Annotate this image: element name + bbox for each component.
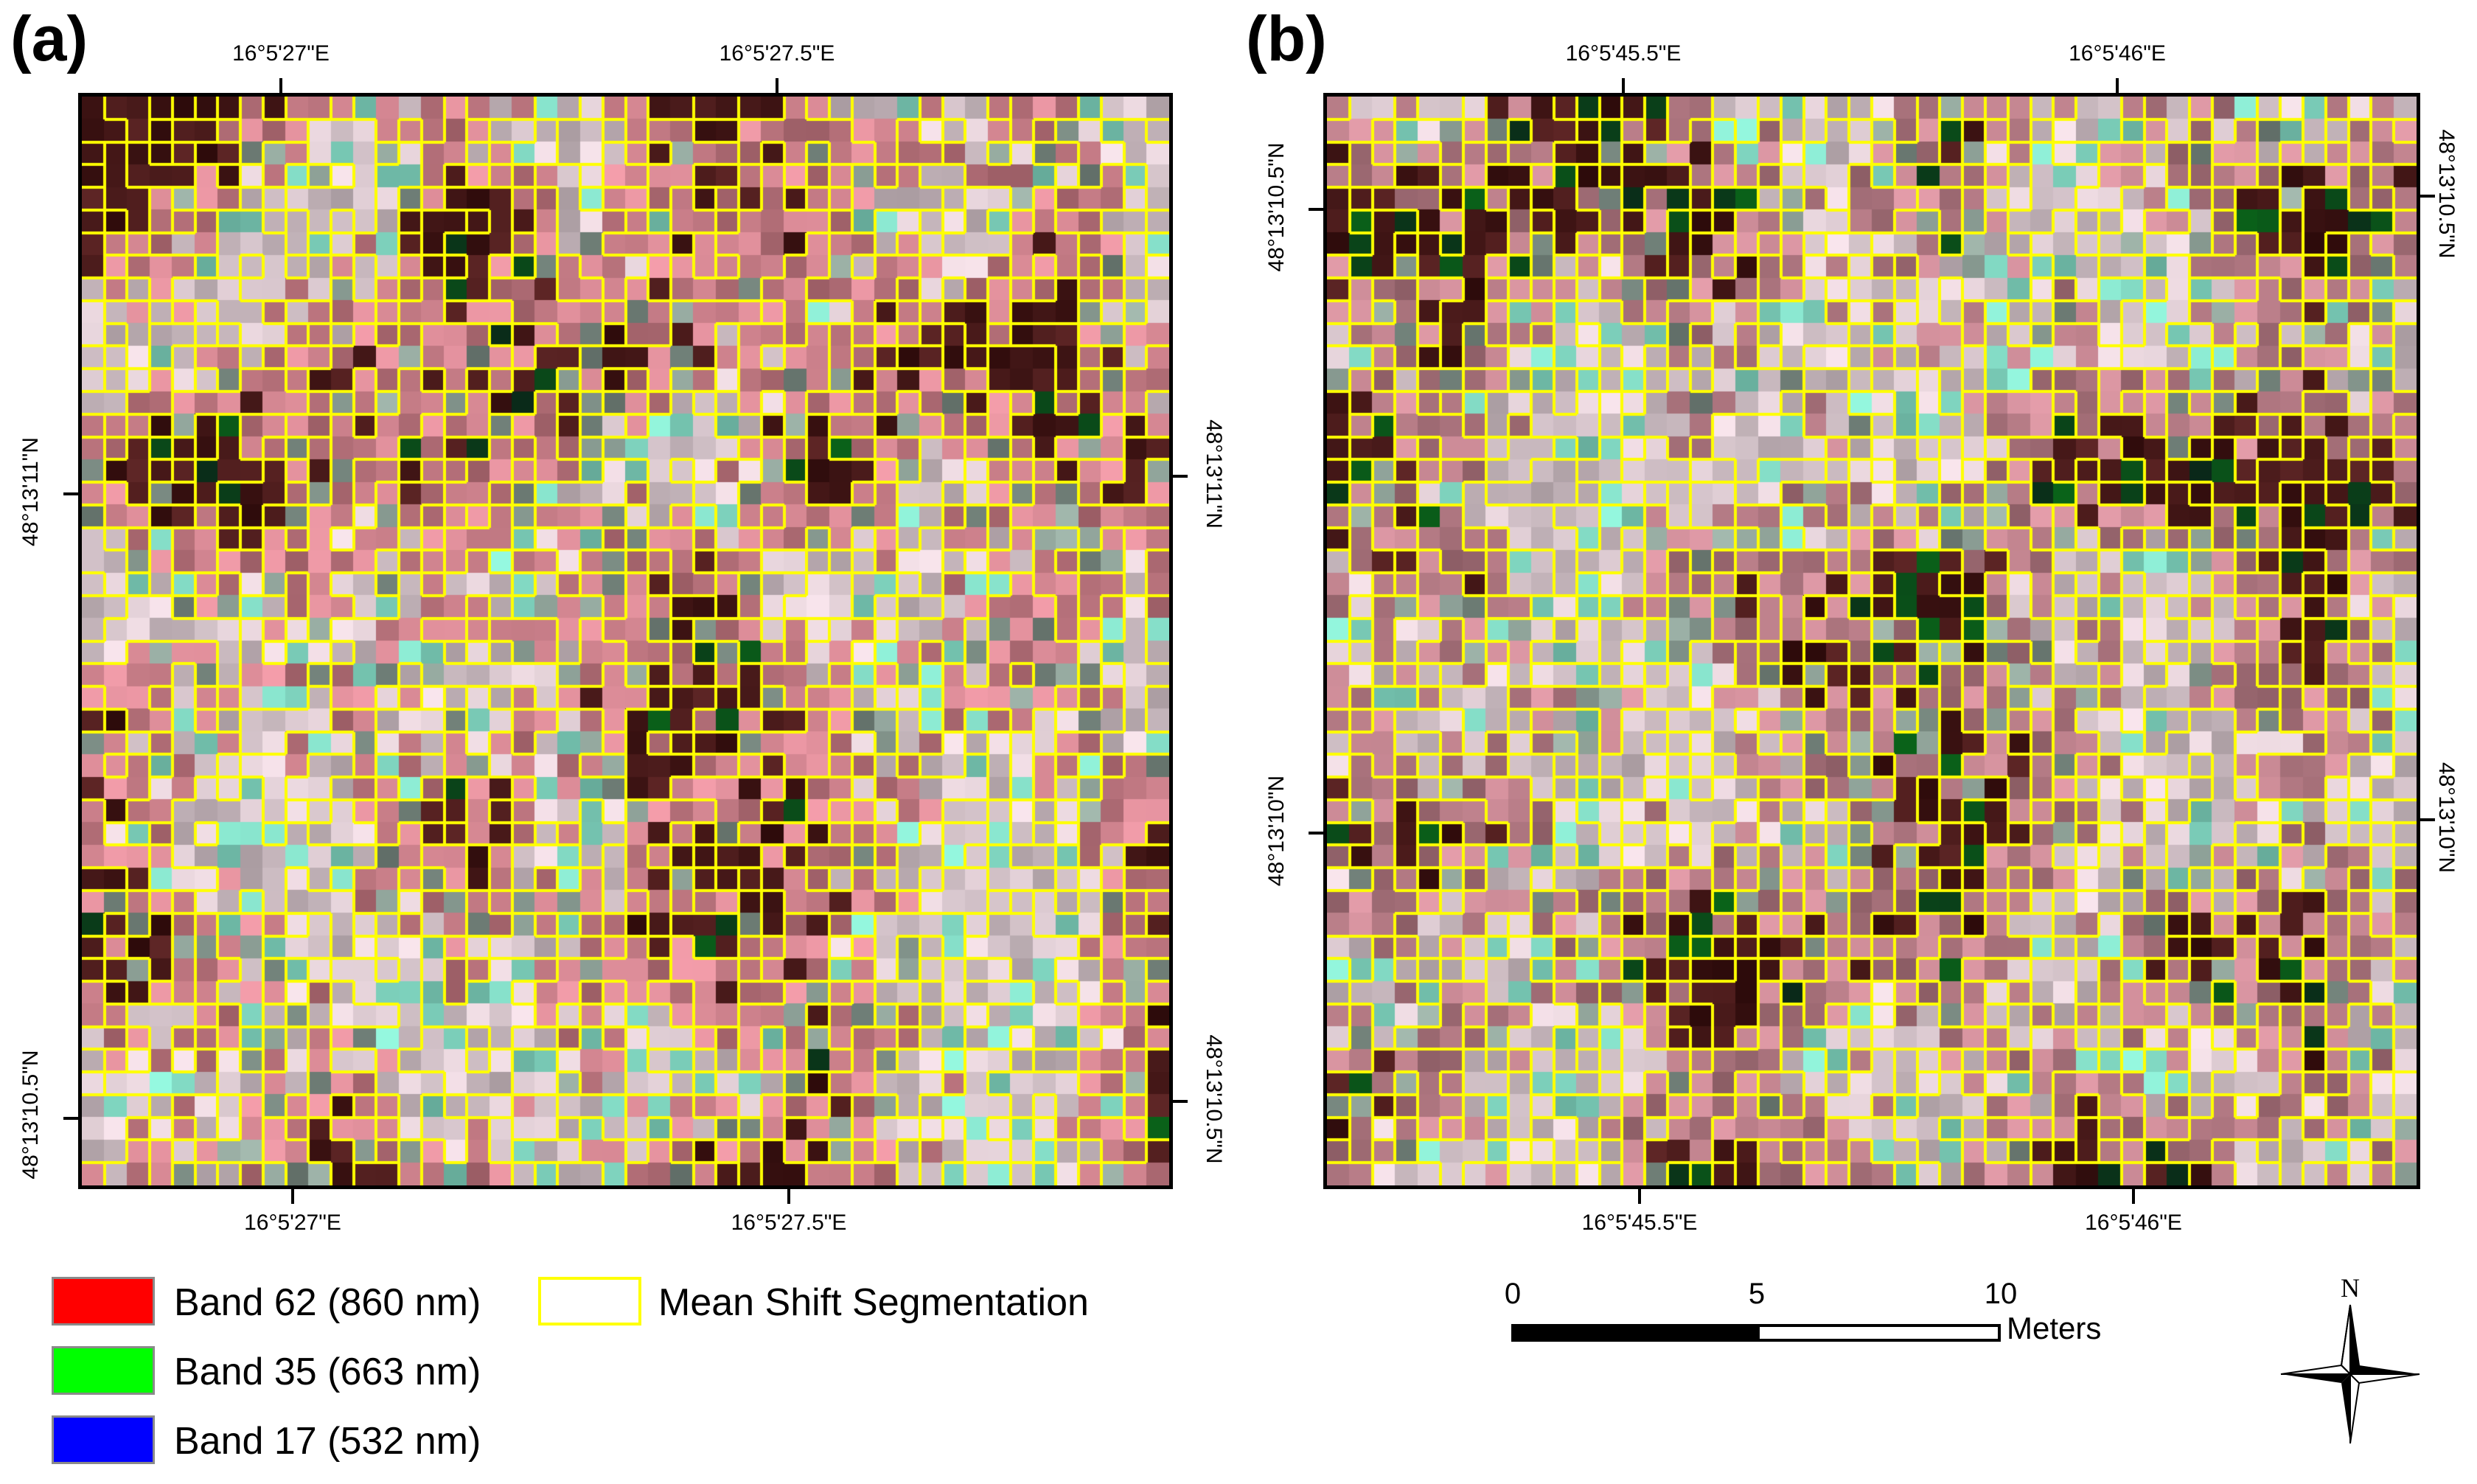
tick-left-a-2	[63, 1117, 78, 1120]
coord-left-b-2: 48°13'10"N	[1264, 775, 1289, 887]
map-panel-b	[1323, 93, 2420, 1189]
legend-swatch-band17	[52, 1415, 155, 1464]
hyperspectral-image-b	[1327, 97, 2417, 1185]
tick-top-b-1	[1622, 78, 1625, 93]
hyperspectral-image-a	[82, 97, 1169, 1185]
map-panel-a	[78, 93, 1173, 1189]
tick-right-a-2	[1173, 1100, 1188, 1103]
panel-b-label: (b)	[1246, 4, 1327, 74]
coord-left-a-1: 48°13'11"N	[18, 437, 43, 546]
tick-left-b-2	[1309, 832, 1323, 835]
scale-unit-label: Meters	[2007, 1311, 2102, 1345]
legend-label-band35: Band 35 (663 nm)	[174, 1351, 481, 1393]
coord-right-a-1: 48°13'11"N	[1202, 419, 1226, 529]
tick-top-a-1	[279, 78, 282, 93]
tick-top-b-2	[2116, 78, 2119, 93]
scale-tick-10: 10	[1984, 1278, 2018, 1310]
tick-right-a-1	[1173, 475, 1188, 478]
legend-label-band17: Band 17 (532 nm)	[174, 1420, 481, 1463]
scale-tick-5: 5	[1748, 1278, 1766, 1310]
tick-top-a-2	[776, 78, 778, 93]
legend-swatch-band62	[52, 1277, 155, 1326]
scale-segment-white	[1757, 1324, 2001, 1342]
coord-bottom-a-2: 16°5'27.5"E	[731, 1210, 847, 1235]
coord-right-a-2: 48°13'10.5"N	[1202, 1034, 1226, 1164]
north-arrow: N	[2276, 1272, 2424, 1449]
coord-top-a-2: 16°5'27.5"E	[719, 41, 835, 66]
tick-right-b-1	[2420, 195, 2435, 198]
coord-left-a-2: 48°13'10.5"N	[18, 1050, 43, 1180]
tick-bottom-a-2	[787, 1189, 790, 1204]
north-arrow-label: N	[2341, 1273, 2360, 1303]
scale-tick-0: 0	[1504, 1278, 1522, 1310]
coord-top-a-1: 16°5'27"E	[232, 41, 330, 66]
tick-left-a-1	[63, 492, 78, 495]
compass-star-icon	[2280, 1304, 2420, 1444]
tick-bottom-b-1	[1638, 1189, 1641, 1204]
coord-right-b-2: 48°13'10"N	[2434, 762, 2459, 874]
coord-right-b-1: 48°13'10.5"N	[2434, 129, 2459, 259]
tick-right-b-2	[2420, 818, 2435, 821]
legend-label-band62: Band 62 (860 nm)	[174, 1281, 481, 1324]
tick-bottom-b-2	[2132, 1189, 2135, 1204]
legend-swatch-segmentation	[538, 1277, 641, 1326]
scale-segment-black	[1511, 1324, 1757, 1342]
tick-left-b-1	[1309, 208, 1323, 211]
legend-label-segmentation: Mean Shift Segmentation	[658, 1281, 1089, 1324]
coord-bottom-b-2: 16°5'46"E	[2085, 1210, 2182, 1235]
coord-top-b-1: 16°5'45.5"E	[1565, 41, 1682, 66]
legend-swatch-band35	[52, 1346, 155, 1395]
coord-bottom-a-1: 16°5'27"E	[244, 1210, 341, 1235]
panel-a-label: (a)	[10, 4, 88, 74]
tick-bottom-a-1	[291, 1189, 294, 1204]
coord-top-b-2: 16°5'46"E	[2069, 41, 2166, 66]
coord-left-b-1: 48°13'10.5"N	[1264, 142, 1289, 272]
coord-bottom-b-1: 16°5'45.5"E	[1581, 1210, 1698, 1235]
